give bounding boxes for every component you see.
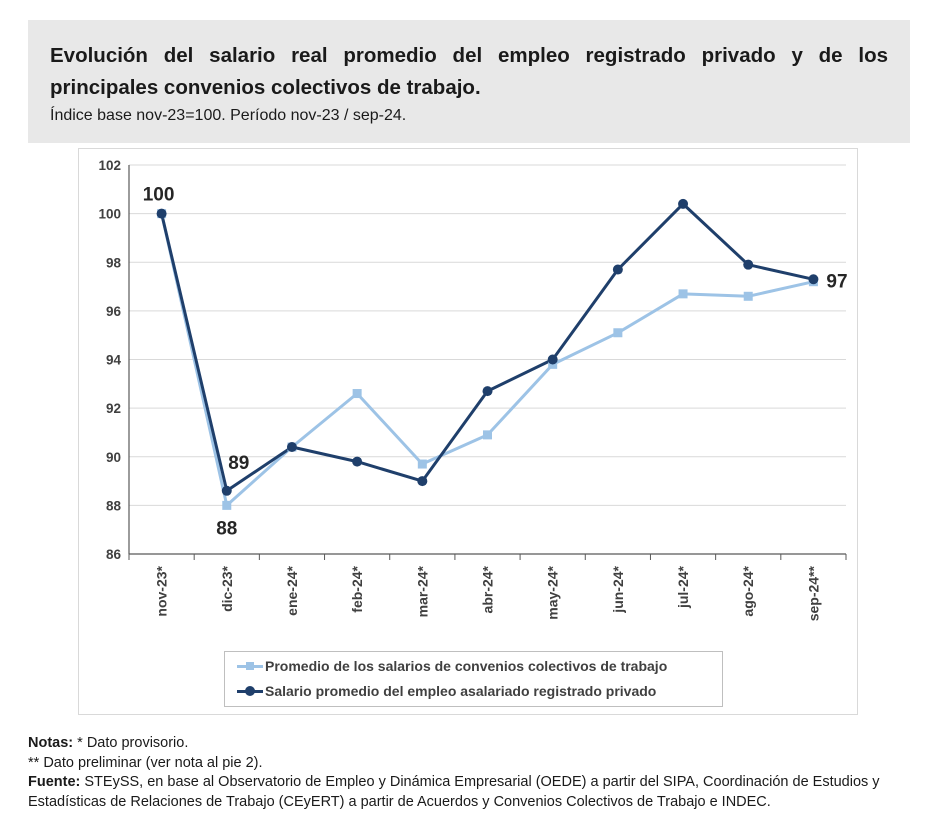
data-point-convenios [352,389,362,399]
chart-header: Evolución del salario real promedio del … [28,20,910,143]
data-point-convenios [743,291,753,301]
data-point-salario [612,264,623,275]
series-markers [156,198,819,510]
data-point-salario [221,485,232,496]
x-tick-label: sep-24** [805,565,821,621]
data-point-salario [743,259,754,270]
notes-section: Notas: * Dato provisorio. ** Dato prelim… [28,734,912,812]
note-text-source: STEySS, en base al Observatorio de Emple… [28,774,880,810]
x-tick-label: mar-24* [414,565,430,617]
data-point-convenios [417,459,427,469]
note-source: Fuente: STEySS, en base al Observatorio … [28,773,912,812]
y-tick-label: 98 [106,255,122,270]
x-tick-label: nov-23* [154,565,170,616]
chart-frame [78,148,858,715]
data-point-convenios [222,500,232,510]
data-point-salario [482,386,493,397]
y-tick-label: 102 [98,158,121,173]
legend-swatch-salario [237,685,263,697]
chart-legend: Promedio de los salarios de convenios co… [224,651,723,707]
data-label: 89 [228,453,249,474]
x-tick-label: ene-24* [284,565,300,615]
axes: 86 88 90 92 94 96 98 100 102 nov-23* dic-23* ene-24… [98,158,847,621]
legend-item-salario: Salario promedio del empleo asalariado r… [237,681,656,701]
series-line-salario [160,202,814,493]
data-label: 100 [143,185,175,206]
series-lines [160,202,814,507]
data-labels: 100 89 88 97 [143,185,848,540]
note-provisional: Notas: * Dato provisorio. [28,734,912,754]
y-tick-label: 100 [98,207,121,222]
y-tick-label: 92 [106,401,121,416]
y-tick-label: 90 [106,450,121,465]
chart-subtitle: Índice base nov-23=100. Período nov-23 /… [50,107,407,124]
data-point-salario [808,274,819,285]
note-label-notas: Notas: [28,735,74,751]
data-label: 88 [216,518,237,539]
x-tick-label: may-24* [545,565,561,619]
grid-lines [129,164,846,506]
note-preliminary: ** Dato preliminar (ver nota al pie 2). [28,754,263,771]
chart-title: Evolución del salario real promedio del … [50,44,888,99]
x-tick-label: feb-24* [349,565,365,612]
data-point-salario [547,354,558,365]
x-tick-label: abr-24* [480,565,496,613]
data-label: 97 [826,271,847,292]
y-tick-label: 94 [106,353,122,368]
legend-label-convenios: Promedio de los salarios de convenios co… [265,658,668,674]
y-tick-label: 96 [106,304,122,319]
data-point-salario [352,456,363,467]
data-point-convenios [613,328,623,338]
x-tick-label: jul-24* [675,565,691,609]
note-label-fuente: Fuente: [28,774,81,790]
x-tick-label: dic-23* [219,565,235,611]
data-point-salario [286,442,297,453]
x-tick-label: ago-24* [740,565,756,616]
data-point-salario [156,208,167,219]
legend-label-salario: Salario promedio del empleo asalariado r… [265,683,657,699]
y-tick-label: 88 [106,498,122,513]
data-point-convenios [483,430,492,440]
legend-item-convenios: Promedio de los salarios de convenios co… [237,656,667,676]
data-point-convenios [678,289,688,299]
x-tick-label: jun-24* [610,565,626,613]
data-point-salario [417,476,428,487]
data-point-salario [678,198,689,209]
y-tick-label: 86 [106,547,122,562]
note-text-provisional: * Dato provisorio. [73,735,189,751]
legend-swatch-convenios [237,660,263,672]
